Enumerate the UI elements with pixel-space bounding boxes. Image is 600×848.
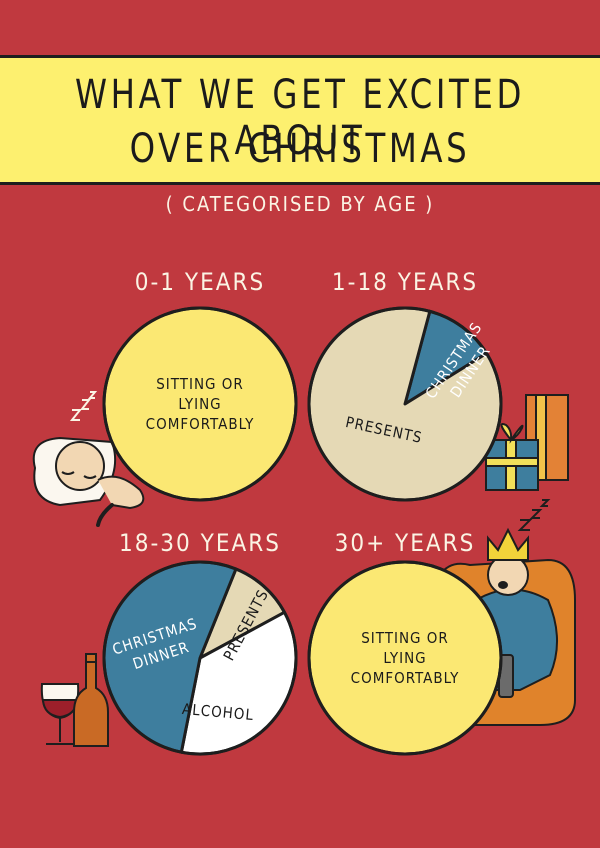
gift-boxes-icon	[485, 394, 569, 491]
pie-chart-title: 1-18 YEARS	[332, 268, 478, 296]
pie-chart-3: 18-30 YEARSPRESENTSALCOHOLCHRISTMASDINNE…	[102, 529, 298, 756]
pie-outline	[102, 560, 298, 756]
zzz-icon	[517, 499, 551, 531]
paper-crown-icon	[487, 527, 529, 561]
pie-slice-label: SITTING OR LYING COMFORTABLY	[351, 629, 460, 687]
zzz-icon	[69, 391, 98, 421]
wine-glass-icon	[40, 683, 80, 745]
wine-bottle-icon	[73, 653, 109, 747]
pie-chart-title: 0-1 YEARS	[135, 268, 265, 296]
sleeping-baby-icon	[32, 436, 145, 527]
pie-chart-title: 18-30 YEARS	[119, 529, 281, 557]
pie-outline	[307, 560, 503, 756]
pie-chart-4: 30+ YEARS SITTING OR LYING COMFORTABLY	[307, 529, 503, 756]
pie-chart-title: 30+ YEARS	[335, 529, 476, 557]
subtitle: ( CATEGORISED BY AGE )	[165, 192, 435, 216]
pie-outline	[102, 306, 298, 502]
pie-outline	[307, 306, 503, 502]
title-line-1: WHAT WE GET EXCITED ABOUT	[75, 72, 525, 164]
title-banner: WHAT WE GET EXCITED ABOUT OVER CHRISTMAS	[0, 55, 600, 185]
pie-slice-label: SITTING OR LYING COMFORTABLY	[146, 375, 255, 433]
title-line-2: OVER CHRISTMAS	[129, 126, 471, 172]
pie-chart-1: 0-1 YEARS SITTING OR LYING COMFORTABLY	[102, 268, 298, 502]
